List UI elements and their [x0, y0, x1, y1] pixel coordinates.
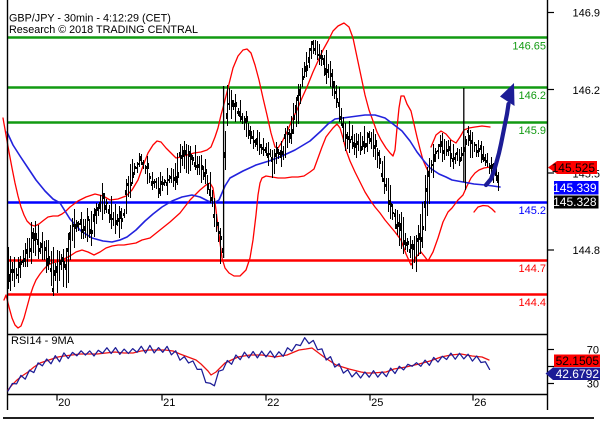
svg-text:145.525: 145.525	[552, 161, 596, 175]
svg-text:146.2: 146.2	[572, 85, 600, 97]
svg-text:GBP/JPY - 30min - 4:12:29 (CET: GBP/JPY - 30min - 4:12:29 (CET)	[9, 13, 171, 25]
svg-text:52.1505: 52.1505	[556, 354, 600, 368]
svg-text:70: 70	[587, 345, 599, 357]
svg-text:Research © 2018 TRADING CENTRA: Research © 2018 TRADING CENTRAL	[9, 24, 198, 36]
svg-text:145.2: 145.2	[518, 205, 546, 217]
svg-text:30: 30	[587, 379, 599, 391]
svg-text:145.9: 145.9	[518, 125, 546, 137]
svg-text:'26: '26	[472, 397, 486, 409]
svg-text:144.8: 144.8	[572, 245, 600, 257]
svg-text:'21: '21	[161, 397, 175, 409]
svg-text:146.2: 146.2	[518, 90, 546, 102]
svg-text:42.6792: 42.6792	[556, 367, 600, 381]
svg-text:RSI14 - 9MA: RSI14 - 9MA	[11, 335, 75, 347]
svg-text:'25: '25	[369, 397, 383, 409]
svg-text:'22: '22	[265, 397, 279, 409]
svg-text:145.328: 145.328	[553, 195, 597, 209]
svg-text:145.339: 145.339	[553, 181, 597, 195]
svg-text:'20: '20	[56, 397, 70, 409]
svg-text:146.65: 146.65	[512, 41, 546, 53]
svg-text:144.4: 144.4	[518, 297, 546, 309]
svg-text:144.7: 144.7	[518, 263, 546, 275]
svg-text:146.9: 146.9	[572, 8, 600, 20]
